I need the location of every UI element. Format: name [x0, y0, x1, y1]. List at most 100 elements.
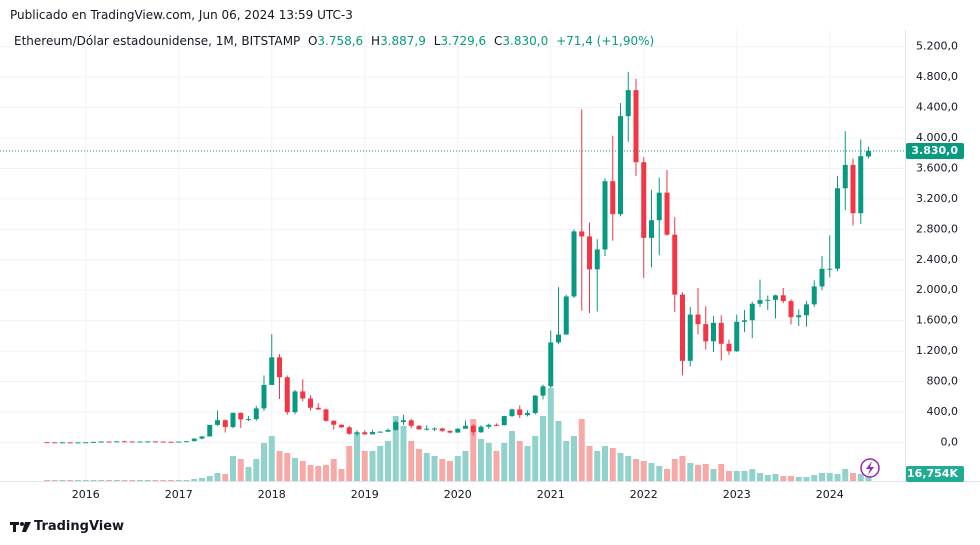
- candle-body: [819, 268, 825, 287]
- candle-body: [664, 192, 670, 235]
- volume-bar: [555, 421, 562, 481]
- candle-body: [765, 299, 771, 301]
- candle-body: [408, 420, 414, 426]
- candle-body: [331, 420, 337, 425]
- y-tick-label: 4.400,0: [916, 101, 958, 114]
- volume-bar: [671, 459, 678, 481]
- volume-bar: [764, 475, 771, 481]
- last-price-box: [906, 142, 964, 159]
- event-icon-bolt: [866, 461, 874, 475]
- candle-body: [106, 441, 112, 443]
- volume-bar: [377, 446, 384, 481]
- candle-body: [602, 181, 608, 250]
- volume-bar: [51, 480, 58, 481]
- volume-bar: [315, 466, 322, 481]
- y-tick-label: 1.200,0: [916, 344, 958, 357]
- volume-bar: [59, 480, 66, 481]
- volume-bar: [168, 480, 174, 481]
- candle-body: [804, 304, 809, 316]
- candle-body: [91, 441, 96, 443]
- candle-body: [680, 294, 685, 361]
- candle-body: [277, 357, 282, 378]
- candle-body: [455, 428, 461, 433]
- candle-body: [362, 432, 368, 435]
- y-tick-label: 1.600,0: [916, 314, 958, 327]
- candle-body: [749, 303, 755, 321]
- volume-bar: [710, 469, 717, 481]
- volume-bar: [850, 473, 856, 481]
- volume-bar: [749, 469, 756, 481]
- y-tick-label: 2.400,0: [916, 253, 958, 266]
- candle-body: [145, 441, 151, 443]
- candle-body: [385, 430, 391, 432]
- candle-body: [594, 249, 600, 270]
- volume-bar: [679, 456, 686, 481]
- volume-bar: [578, 419, 585, 481]
- candle-body: [137, 441, 143, 443]
- candle-body: [377, 431, 383, 433]
- candle-body: [703, 324, 709, 342]
- candle-body: [695, 314, 701, 325]
- candle-body: [501, 416, 507, 426]
- volume-bar: [648, 463, 655, 481]
- last-price-label: 3.830,0: [911, 144, 958, 157]
- volume-bar: [392, 416, 399, 481]
- candle-body: [60, 442, 65, 444]
- volume-bar: [834, 474, 841, 481]
- candle-body: [486, 424, 492, 427]
- x-tick-label: 2017: [165, 488, 193, 501]
- candle-body: [835, 188, 840, 269]
- volume-bar: [788, 476, 794, 481]
- volume-bar: [547, 388, 554, 481]
- candle-body: [354, 432, 360, 434]
- candle-body: [532, 395, 538, 414]
- volume-bar: [826, 473, 833, 481]
- candle-body: [726, 343, 732, 352]
- volume-bar: [571, 436, 577, 481]
- y-tick-label: 3.600,0: [916, 161, 958, 174]
- candle-body: [339, 424, 344, 428]
- candle-body: [672, 234, 678, 295]
- candle-body: [656, 192, 662, 221]
- volume-bar: [385, 441, 391, 481]
- volume-bar: [175, 480, 182, 481]
- candle-body: [230, 412, 236, 428]
- candle-body: [246, 419, 251, 421]
- volume-bar: [439, 459, 446, 481]
- candle-body: [447, 430, 453, 433]
- volume-bar: [284, 453, 291, 481]
- candle-body: [718, 322, 724, 344]
- candle-body: [548, 342, 554, 387]
- volume-bar: [617, 453, 624, 481]
- volume-bar: [230, 456, 236, 481]
- volume-bar: [431, 456, 438, 481]
- volume-bar: [594, 451, 601, 481]
- volume-bar: [478, 439, 484, 481]
- volume-bar: [532, 436, 539, 481]
- volume-bar: [191, 479, 198, 481]
- candle-body: [687, 314, 693, 361]
- y-tick-label: 800,0: [927, 375, 959, 388]
- candle-body: [269, 357, 275, 385]
- candle-body: [129, 441, 135, 443]
- y-tick-label: 400,0: [927, 405, 959, 418]
- brand: TradingView: [34, 519, 125, 534]
- volume-bar: [625, 456, 632, 481]
- volume-bar: [718, 464, 725, 481]
- candle-body: [641, 162, 647, 238]
- volume-bar: [237, 459, 244, 481]
- volume-bar: [702, 464, 709, 481]
- candle-body: [393, 422, 399, 431]
- candle-body: [98, 441, 104, 443]
- volume-bar: [106, 480, 112, 481]
- candle-body: [811, 286, 817, 305]
- volume-bar: [462, 451, 469, 481]
- volume-bar: [563, 441, 570, 481]
- candle-body: [75, 442, 81, 444]
- candle-body: [618, 116, 623, 215]
- y-tick-label: 0,0: [941, 435, 959, 448]
- volume-bar: [540, 416, 546, 481]
- volume-bar: [90, 480, 97, 481]
- candle-body: [556, 334, 561, 343]
